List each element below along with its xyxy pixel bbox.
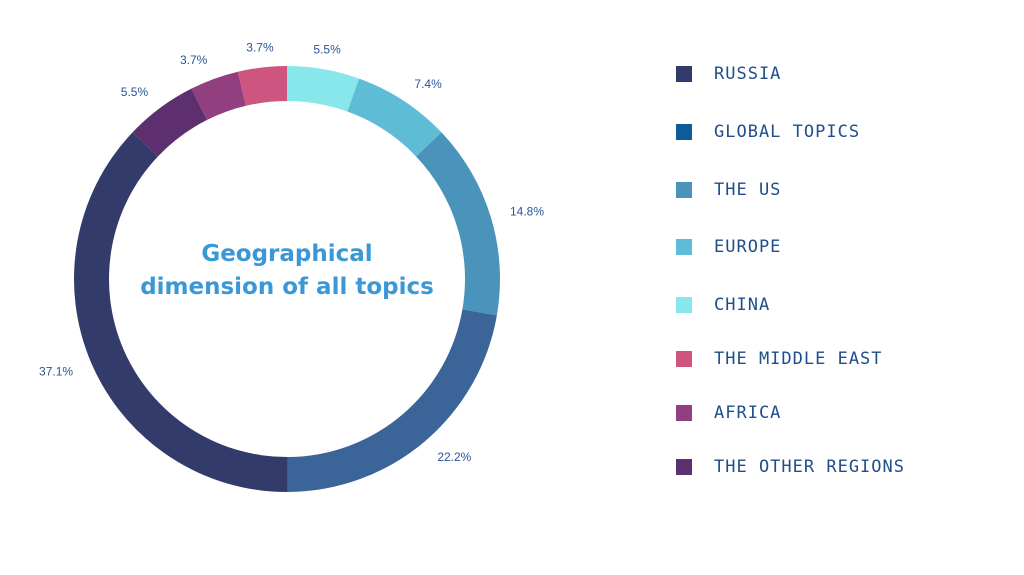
legend-item-the-other-regions[interactable]: THE OTHER REGIONS xyxy=(676,457,1016,477)
pct-label-the-other-regions: 5.5% xyxy=(121,85,149,99)
legend-label-the-middle-east: THE MIDDLE EAST xyxy=(714,349,883,369)
pct-label-the-middle-east: 3.7% xyxy=(246,41,274,55)
pct-label-africa: 3.7% xyxy=(180,53,208,67)
legend-swatch-russia xyxy=(676,66,692,82)
pct-label-china: 5.5% xyxy=(313,42,341,56)
legend-swatch-europe xyxy=(676,239,692,255)
legend-swatch-the-middle-east xyxy=(676,351,692,367)
chart-title-line-2: dimension of all topics xyxy=(140,274,434,300)
legend-label-europe: EUROPE xyxy=(714,237,782,257)
legend-item-europe[interactable]: EUROPE xyxy=(676,237,1016,257)
donut-chart: 5.5% 7.4% 14.8% 22.2% 37.1% 5.5% 3.7% 3.7% xyxy=(39,41,544,492)
percentage-labels: 5.5% 7.4% 14.8% 22.2% 37.1% 5.5% 3.7% 3.7% xyxy=(39,41,544,464)
legend-item-china[interactable]: CHINA xyxy=(676,295,1016,315)
slice-europe[interactable] xyxy=(347,78,442,157)
legend-swatch-global-topics xyxy=(676,124,692,140)
chart-title-line-1: Geographical xyxy=(201,241,373,267)
slice-global-topics[interactable] xyxy=(287,309,497,492)
legend-swatch-africa xyxy=(676,405,692,421)
legend-label-the-us: THE US xyxy=(714,180,782,200)
legend-item-africa[interactable]: AFRICA xyxy=(676,403,1016,423)
slice-africa[interactable] xyxy=(191,71,246,120)
pct-label-the-us: 14.8% xyxy=(510,204,544,218)
legend-swatch-the-us xyxy=(676,182,692,198)
legend-label-the-other-regions: THE OTHER REGIONS xyxy=(714,457,905,477)
chart-title: Geographical dimension of all topics xyxy=(128,238,446,304)
legend-swatch-china xyxy=(676,297,692,313)
legend-item-global-topics[interactable]: GLOBAL TOPICS xyxy=(676,122,1016,142)
legend-label-global-topics: GLOBAL TOPICS xyxy=(714,122,861,142)
slice-russia[interactable] xyxy=(73,132,288,492)
slice-the-us[interactable] xyxy=(416,132,500,316)
legend-label-africa: AFRICA xyxy=(714,403,782,423)
donut-slices xyxy=(73,66,500,492)
pct-label-global-topics: 22.2% xyxy=(437,450,471,464)
legend-swatch-the-other-regions xyxy=(676,459,692,475)
pct-label-russia: 37.1% xyxy=(39,364,73,378)
slice-the-middle-east[interactable] xyxy=(237,66,287,106)
slice-china[interactable] xyxy=(287,66,360,112)
pct-label-europe: 7.4% xyxy=(414,77,442,91)
legend-item-russia[interactable]: RUSSIA xyxy=(676,64,1016,84)
legend-label-china: CHINA xyxy=(714,295,771,315)
legend-item-the-middle-east[interactable]: THE MIDDLE EAST xyxy=(676,349,1016,369)
legend-label-russia: RUSSIA xyxy=(714,64,782,84)
slice-the-other-regions[interactable] xyxy=(132,88,208,157)
legend-item-the-us[interactable]: THE US xyxy=(676,180,1016,200)
